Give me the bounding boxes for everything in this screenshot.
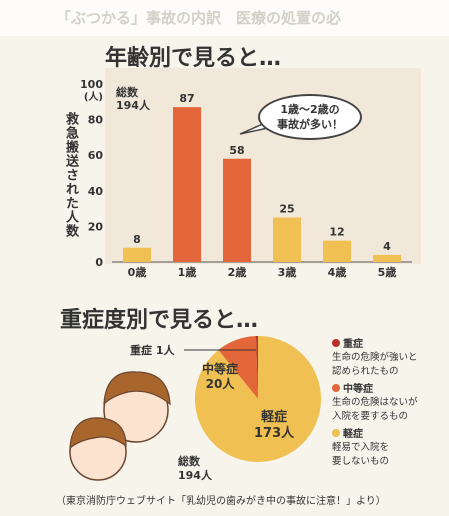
pie-label-mild: 軽症 173人 [254,410,294,442]
bar-3 [273,217,301,262]
source-note: （東京消防庁ウェブサイト「乳幼児の歯みがき中の事故に注意！」より） [56,496,386,507]
callout-line2: 事故が多い！ [277,118,343,131]
pie-slice-1 [218,336,258,399]
pie-chart-total-line2: 194人 [178,469,212,482]
bar-category-label: 5歳 [378,265,397,279]
legend-item-moderate: 中等症 生命の危険はないが 入院を要するもの [332,383,444,424]
bar-value-label: 25 [279,203,294,216]
legend-desc-mild-1: 軽易で入院を [332,442,390,453]
bar-category-label: 1歳 [178,265,197,279]
bar-value-label: 8 [133,233,141,246]
bar-chart-ytick-label: 100 [80,78,103,91]
legend-desc-mild-2: 要しないもの [332,456,390,467]
bar-chart-ytick-label: 20 [88,220,104,233]
legend-name-moderate: 中等症 [343,384,373,395]
bar-chart-background [105,68,421,264]
bar-chart-ytick-label: 40 [88,185,104,198]
bar-category-label: 3歳 [278,265,297,279]
pie-label-severe-value: 1人 [155,344,175,357]
bar-2 [223,158,251,262]
pie-legend: 重症 生命の危険が強いと 認められたもの 中等症 生命の危険はないが 入院を要す… [332,338,444,473]
bar-0 [123,247,151,262]
pie-chart-total-line1: 総数 [178,455,200,468]
callout-line1: 1歳～2歳の [280,103,340,116]
bar-chart-yunit: (人) [84,90,103,103]
bar-chart-ylabel: 救急搬送された人数 [63,112,78,238]
pie-label-moderate-value: 20人 [205,377,235,391]
faded-page-header: 「ぶつかる」事故の内訳 医療の処置の必 [0,0,449,36]
pie-label-severe-name: 重症 [130,344,152,357]
pie-label-moderate-name: 中等症 [202,362,239,376]
child-hair-1 [103,371,171,406]
pie-chart-total: 総数 194人 [178,455,212,483]
legend-item-mild: 軽症 軽易で入院を 要しないもの [332,428,444,469]
bar-category-label: 0歳 [128,265,147,279]
legend-desc-moderate-1: 生命の危険はないが [332,397,418,408]
legend-name-mild: 軽症 [343,429,363,440]
legend-desc-severe-2: 認められたもの [332,366,399,377]
legend-desc-moderate-2: 入院を要するもの [332,411,409,422]
legend-desc-severe-1: 生命の危険が強いと [332,352,418,363]
callout-bubble: 1歳～2歳の 事故が多い！ [258,94,362,140]
bar-value-label: 58 [229,144,244,157]
bar-chart-ytick-label: 0 [95,256,103,269]
bar-chart-total-line2: 194人 [116,99,150,112]
bar-5 [373,254,401,262]
pie-slice-2 [195,336,322,462]
bar-1 [173,107,201,262]
legend-item-severe: 重症 生命の危険が強いと 認められたもの [332,338,444,379]
pie-label-mild-name: 軽症 [261,410,288,425]
bar-category-label: 2歳 [228,265,247,279]
pie-label-moderate: 中等症 20人 [202,362,238,392]
bar-section-title: 年齢別で見ると… [105,46,282,71]
pie-label-mild-value: 173人 [254,426,295,441]
pie-section-title: 重症度別で見ると… [60,308,259,333]
bar-chart-total-line1: 総数 [116,86,138,99]
bar-4 [323,240,351,262]
bar-chart-ytick-label: 80 [88,114,104,127]
bar-value-label: 87 [179,92,194,105]
bar-value-label: 4 [383,240,391,253]
pie-label-severe: 重症 1人 [130,342,175,358]
bar-chart-ytick-label: 60 [88,149,104,162]
legend-name-severe: 重症 [343,339,363,350]
bar-value-label: 12 [329,226,344,239]
child-hair-2 [69,417,127,450]
pie-slice-0 [255,336,258,399]
legend-swatch-moderate [332,384,340,392]
bar-category-label: 4歳 [328,265,347,279]
legend-swatch-severe [332,339,340,347]
bar-chart-total: 総数 194人 [116,86,150,112]
legend-swatch-mild [332,429,340,437]
